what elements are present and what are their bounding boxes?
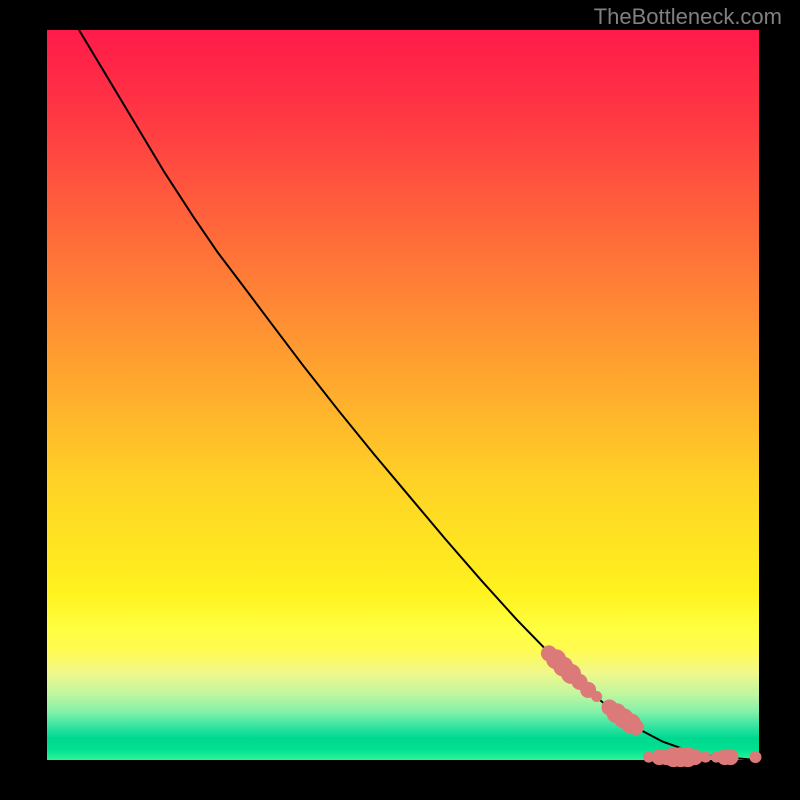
data-point: [749, 751, 761, 763]
bottleneck-chart: [0, 0, 800, 800]
data-point: [723, 749, 739, 765]
watermark-text: TheBottleneck.com: [594, 4, 782, 30]
data-point: [591, 691, 602, 702]
plot-background: [47, 30, 759, 760]
data-point: [628, 719, 644, 735]
data-point: [700, 752, 711, 763]
